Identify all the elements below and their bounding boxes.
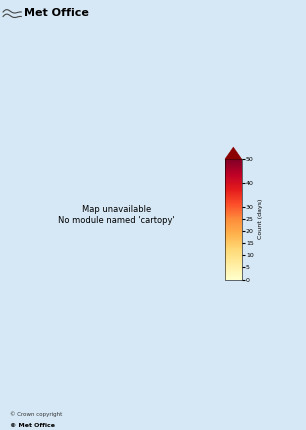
Text: © Met Office: © Met Office bbox=[10, 423, 55, 427]
Text: © Crown copyright: © Crown copyright bbox=[10, 411, 62, 417]
Text: Met Office: Met Office bbox=[24, 8, 89, 18]
Y-axis label: Count (days): Count (days) bbox=[258, 199, 263, 240]
Text: Map unavailable
No module named 'cartopy': Map unavailable No module named 'cartopy… bbox=[58, 205, 175, 225]
